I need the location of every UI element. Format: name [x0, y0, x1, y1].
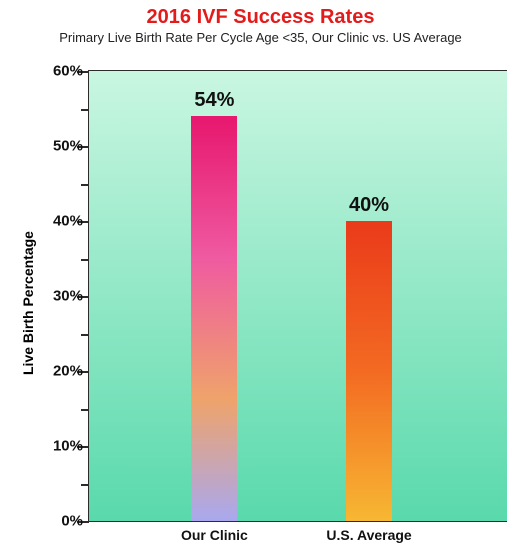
y-tick-label: 10%: [53, 438, 89, 455]
chart-title: 2016 IVF Success Rates: [0, 0, 521, 28]
y-tick-label: 60%: [53, 63, 89, 80]
y-minor-tick: [81, 409, 89, 411]
y-minor-tick: [81, 259, 89, 261]
plot-background: [89, 71, 507, 521]
bar-value-label: 40%: [349, 194, 389, 221]
y-minor-tick: [81, 109, 89, 111]
y-tick-label: 50%: [53, 138, 89, 155]
bar-value-label: 54%: [194, 89, 234, 116]
plot-area: 0%10%20%30%40%50%60%54%Our Clinic40%U.S.…: [88, 70, 507, 522]
y-tick-label: 30%: [53, 288, 89, 305]
y-tick-label: 0%: [61, 513, 89, 530]
bar: 54%: [191, 116, 237, 521]
chart-subtitle: Primary Live Birth Rate Per Cycle Age <3…: [0, 28, 521, 46]
y-tick-label: 40%: [53, 213, 89, 230]
y-minor-tick: [81, 484, 89, 486]
category-label: Our Clinic: [181, 521, 248, 543]
category-label: U.S. Average: [326, 521, 411, 543]
bar: 40%: [346, 221, 392, 521]
y-minor-tick: [81, 184, 89, 186]
y-axis-label: Live Birth Percentage: [20, 231, 36, 375]
y-minor-tick: [81, 334, 89, 336]
y-tick-label: 20%: [53, 363, 89, 380]
